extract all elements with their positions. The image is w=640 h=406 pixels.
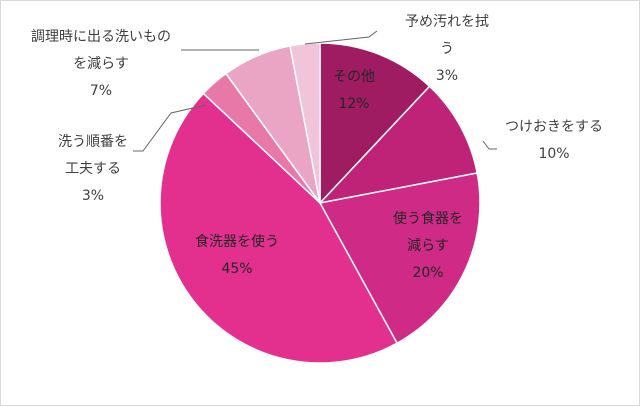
data-label-6: 調理時に出る洗いものを減らす 7%	[31, 29, 171, 99]
leader-line-7	[304, 30, 378, 45]
leader-lines	[133, 30, 497, 152]
data-label-value: 45%	[221, 261, 252, 277]
data-label-5: 洗う順番を工夫する 3%	[58, 134, 128, 204]
data-label-name: 洗う順番を	[58, 134, 128, 150]
data-label-name: つけおきをする	[505, 119, 603, 135]
data-label-7: 予め汚れを拭う 3%	[405, 14, 489, 84]
data-labels: その他 12% つけおきをする 10% 使う食器を減らす 20% 食洗器を使う 45% 洗う順番…	[31, 14, 603, 281]
data-label-value: 12%	[338, 96, 369, 112]
data-label-name: その他	[333, 69, 375, 85]
pie-slice-1	[319, 42, 431, 205]
data-label-name: 調理時に出る洗いもの	[31, 29, 171, 45]
data-label-value: 10%	[538, 146, 569, 162]
pie-slice-7	[289, 42, 321, 204]
data-label-value: 3%	[436, 68, 458, 84]
pie-slice-3	[318, 172, 481, 345]
data-label-name: 予め汚れを拭	[405, 14, 489, 30]
data-label-name: う	[440, 41, 454, 57]
data-label-3: 使う食器を減らす 20%	[393, 210, 463, 281]
data-label-value: 3%	[82, 188, 104, 204]
pie-slice-4	[159, 92, 399, 364]
data-label-name: を減らす	[73, 55, 129, 72]
leader-line-5	[133, 104, 207, 152]
data-label-name: 工夫する	[65, 161, 121, 177]
data-label-name: 減らす	[407, 237, 449, 254]
leader-line-2	[482, 140, 497, 150]
data-label-1: その他 12%	[333, 69, 375, 112]
data-label-value: 7%	[90, 83, 112, 99]
pie-slices	[159, 42, 481, 364]
data-label-name: 使う食器を	[393, 210, 463, 227]
data-label-2: つけおきをする 10%	[505, 119, 603, 162]
data-label-value: 20%	[412, 265, 443, 281]
pie-slice-2	[317, 85, 479, 205]
data-label-name: 食洗器を使う	[195, 233, 279, 250]
data-label-4: 食洗器を使う 45%	[195, 233, 279, 277]
